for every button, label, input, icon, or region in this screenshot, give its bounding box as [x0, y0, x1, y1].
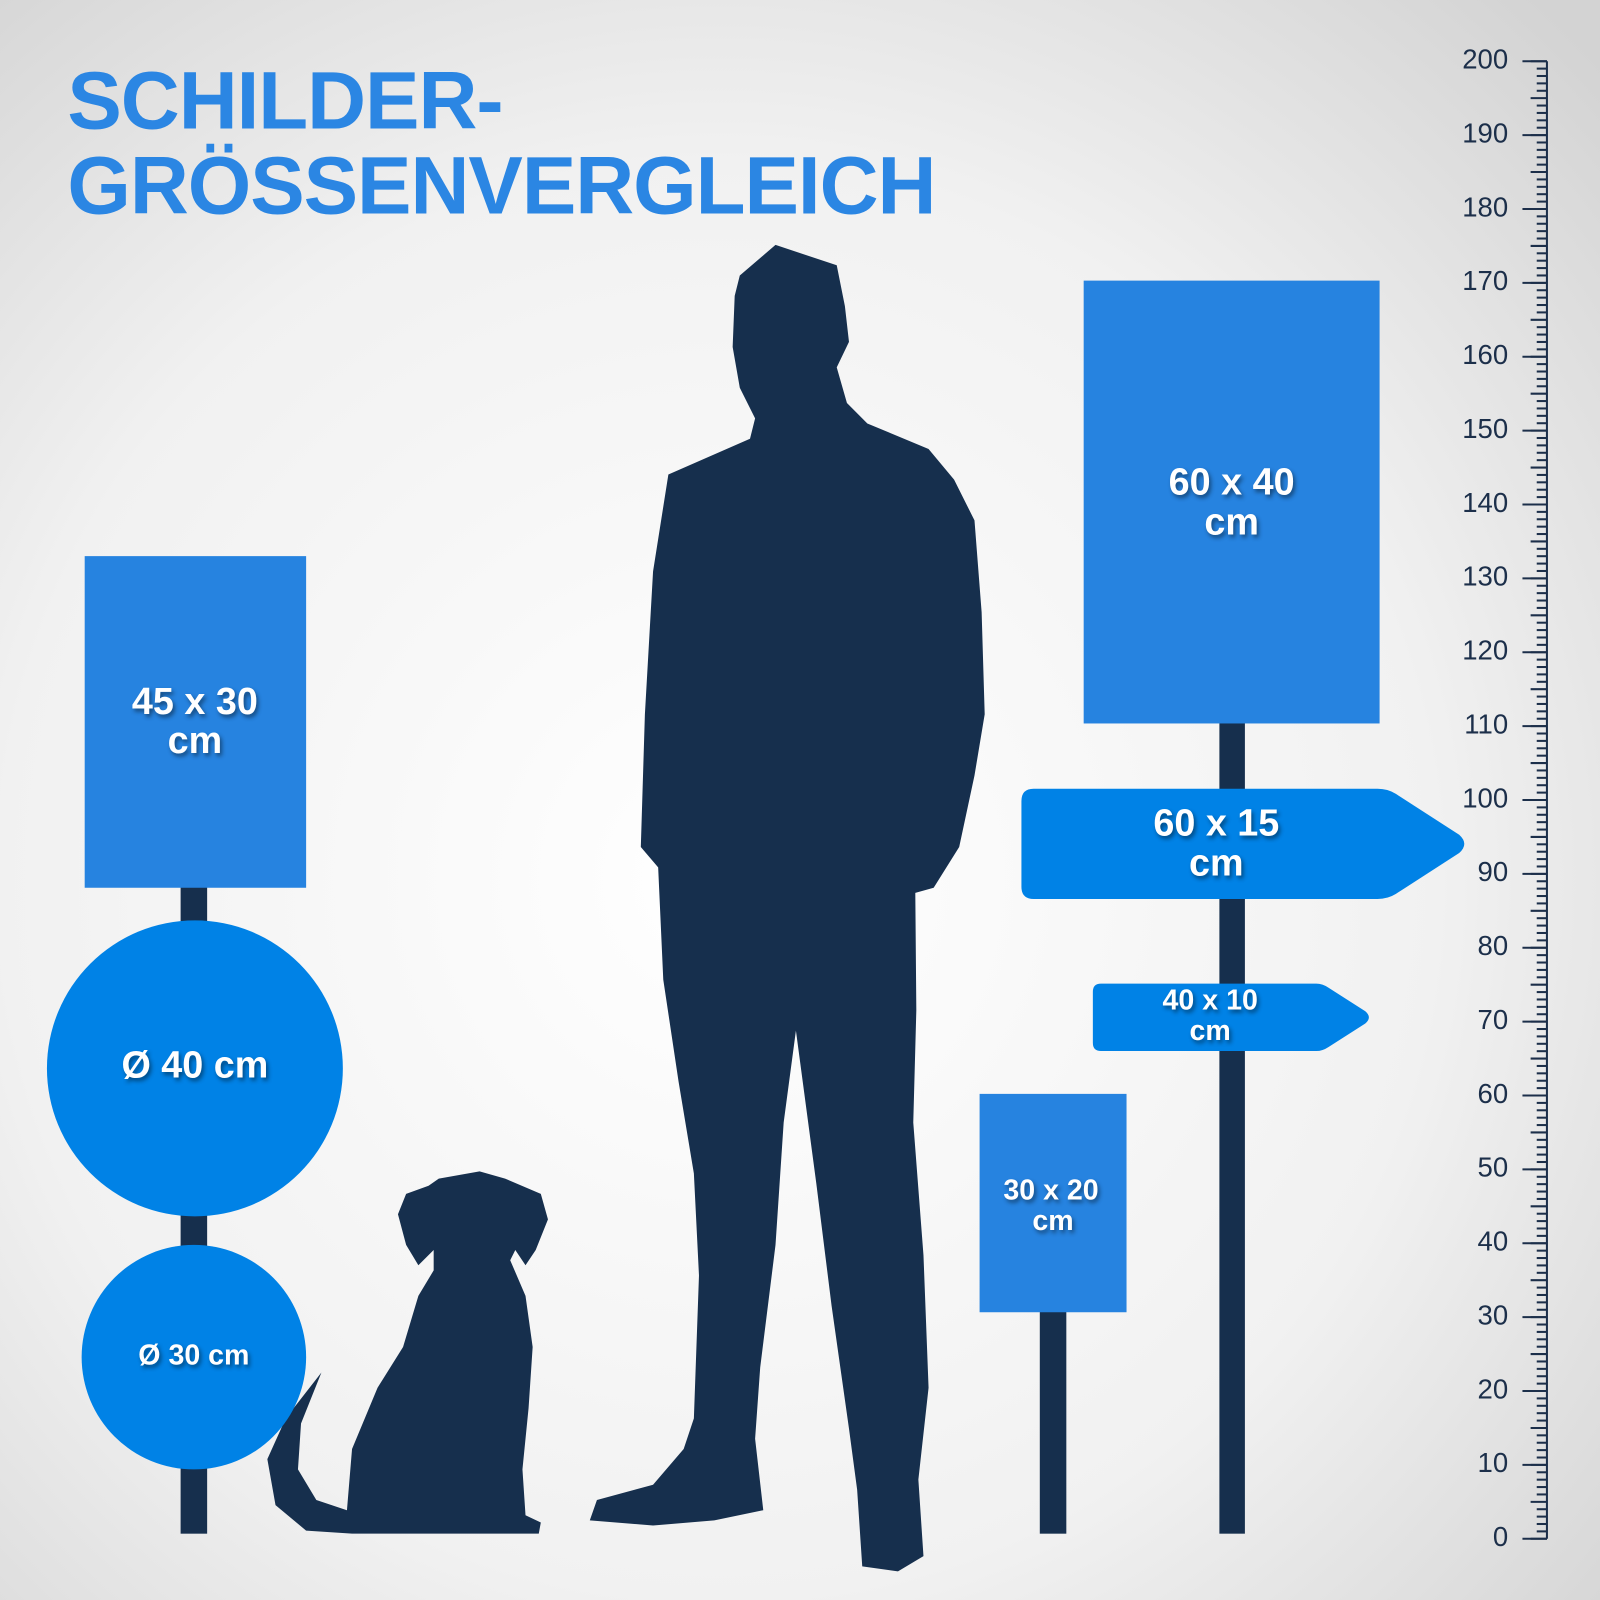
sign-size: 60 x 15 [1153, 801, 1279, 843]
ruler-label: 110 [1464, 708, 1508, 739]
ruler: 0 10 20 30 40 50 60 70 80 90 100 110 120 130 140 150 160… [1462, 44, 1548, 1552]
ruler-label: 170 [1462, 265, 1508, 296]
title-line: SCHILDER- [67, 56, 502, 147]
sign-arrow [1092, 983, 1369, 1052]
man-silhouette [589, 244, 985, 1572]
sign-circle [81, 1244, 307, 1470]
ruler-label: 40 [1478, 1226, 1509, 1257]
sign-unit: cm [1189, 841, 1244, 883]
ruler-label: 30 [1478, 1299, 1509, 1330]
sign-rect [979, 1093, 1127, 1313]
sign-unit: cm [1190, 1015, 1231, 1047]
post [1039, 1306, 1067, 1534]
title-line: GRÖSSENVERGLEICH [67, 140, 935, 231]
ruler-label: 160 [1462, 339, 1508, 370]
ruler-label: 100 [1462, 782, 1508, 813]
sign-label: Ø 40 cm [121, 1043, 268, 1085]
ruler-label: 0 [1493, 1521, 1508, 1552]
sign-size: 40 x 10 [1163, 985, 1258, 1017]
ruler-label: 50 [1478, 1152, 1509, 1183]
ruler-label: 10 [1478, 1447, 1509, 1478]
sign-size: 30 x 20 [1003, 1174, 1098, 1206]
sign-unit: cm [1032, 1205, 1073, 1237]
ruler-label: 180 [1462, 191, 1508, 222]
sign-rect [84, 556, 307, 888]
sign-arrow [1021, 788, 1465, 899]
sign-size: 60 x 40 [1169, 461, 1295, 503]
ruler-label: 60 [1478, 1078, 1509, 1109]
ruler-label: 20 [1478, 1373, 1509, 1404]
ruler-label: 200 [1462, 44, 1508, 75]
ruler-label: 130 [1462, 561, 1508, 592]
ruler-label: 70 [1478, 1004, 1509, 1035]
sign-unit: cm [1204, 500, 1259, 542]
sign-circle [46, 920, 343, 1217]
ruler-label: 140 [1462, 487, 1508, 518]
ruler-label: 90 [1478, 856, 1509, 887]
sign-label: Ø 30 cm [138, 1340, 249, 1372]
ruler-label: 150 [1462, 413, 1508, 444]
sign-rect [1083, 280, 1380, 724]
ruler-label: 80 [1478, 930, 1509, 961]
ruler-label: 120 [1462, 635, 1508, 666]
ruler-label: 190 [1462, 117, 1508, 148]
sign-unit: cm [168, 719, 223, 761]
sign-size: 45 x 30 [132, 680, 258, 722]
dog-silhouette [267, 1171, 548, 1534]
